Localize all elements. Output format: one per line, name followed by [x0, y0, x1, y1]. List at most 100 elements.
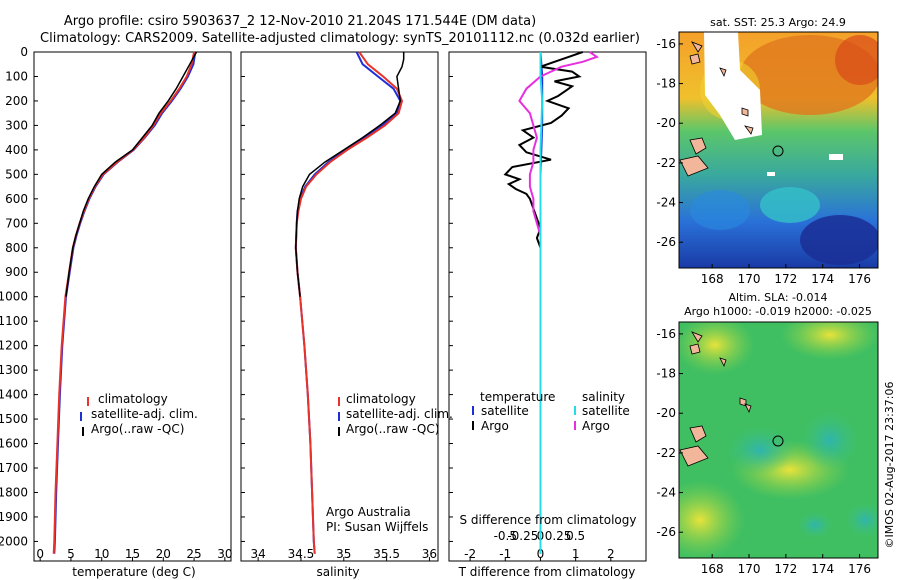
s-diff-tick-label: -0.5: [494, 529, 517, 543]
x-tick-label: 34: [250, 547, 265, 561]
depth-tick-label: 700: [5, 216, 28, 230]
legend-label-s-argo: Argo: [582, 419, 610, 433]
x-tick-label: 10: [94, 547, 109, 561]
series-line: [294, 51, 404, 554]
sst-map-title: sat. SST: 25.3 Argo: 24.9: [710, 16, 846, 29]
map-x-tick-label: 176: [848, 272, 871, 286]
temperature-panel-frame: [33, 51, 232, 562]
map-y-tick-label: -20: [656, 406, 676, 420]
series-line: [503, 51, 584, 249]
sla-vanuatu-islands: [689, 331, 752, 414]
sla-low-patch-se: [797, 511, 833, 539]
sst-map: sat. SST: 25.3 Argo: 24.9 168 170 172 174 17…: [656, 16, 879, 286]
depth-tick-label: 1100: [0, 314, 28, 328]
map-y-tick-label: -22: [656, 446, 676, 460]
depth-tick-label: 1800: [0, 485, 28, 499]
s-diff-tick-label: -0.25: [507, 529, 538, 543]
sst-new-caledonia: [679, 137, 709, 177]
depth-tick-label: 600: [5, 192, 28, 206]
sla-map-frame: [678, 321, 879, 559]
sla-high-patch-ne: [780, 322, 878, 360]
sst-argo-marker: [772, 145, 784, 157]
map-y-tick-label: -22: [656, 156, 676, 170]
legend-label-satellite: satellite-adj. clim.: [346, 407, 453, 421]
temperature-plot: 0 5 10 15 20 25 30: [36, 51, 232, 561]
x-tick-label: 15: [125, 547, 140, 561]
sla-map-title: Altim. SLA: -0.014: [728, 291, 827, 304]
sla-new-caledonia: [679, 425, 709, 467]
map-y-tick-label: -16: [656, 37, 676, 51]
depth-tick-label: 500: [5, 167, 28, 181]
temperature-legend: climatology satellite-adj. clim. Argo(..…: [80, 392, 198, 436]
map-x-tick-label: 176: [848, 562, 871, 576]
map-y-tick-label: -24: [656, 196, 676, 210]
depth-tick-label: 200: [5, 94, 28, 108]
legend-header-salinity: salinity: [582, 390, 625, 404]
difference-plot: -2 -1 0 1 2-0.5-0.250 0.250.5: [464, 51, 615, 561]
figure-title-line1: Argo profile: csiro 5903637_2 12-Nov-201…: [64, 14, 536, 29]
series-line: [295, 52, 405, 297]
x-tick-label: 30: [217, 547, 232, 561]
sla-map-ticks: 168 170 172 174 176 -16 -18 -20 -22 -24 -26: [656, 327, 871, 576]
legend-label-argo: Argo(..raw -QC): [346, 422, 439, 436]
map-y-tick-label: -18: [656, 367, 676, 381]
legend-label-satellite: satellite-adj. clim.: [91, 407, 198, 421]
depth-tick-label: 0: [20, 45, 28, 59]
map-x-tick-label: 168: [701, 272, 724, 286]
s-diff-tick-label: 0.5: [566, 529, 585, 543]
x-tick-label: 34.5: [288, 547, 315, 561]
sla-low-patch-e: [800, 410, 860, 470]
sst-cyan-patch: [760, 187, 820, 223]
series-line: [539, 52, 544, 554]
salinity-plot: 34 34.5 35 35.5 36: [250, 51, 437, 561]
legend-label-t-argo: Argo: [481, 419, 509, 433]
sst-warm-core: [835, 35, 878, 85]
difference-x-label: T difference from climatology: [458, 565, 636, 579]
map-x-tick-label: 170: [738, 562, 761, 576]
depth-tick-label: 1300: [0, 363, 28, 377]
legend-label-climatology: climatology: [98, 392, 168, 406]
depth-tick-label: 300: [5, 118, 28, 132]
x-tick-label: 20: [156, 547, 171, 561]
sst-blue-patch: [690, 190, 750, 230]
legend-label-argo: Argo(..raw -QC): [91, 422, 184, 436]
series-line: [518, 51, 599, 297]
map-x-tick-label: 172: [774, 562, 797, 576]
sla-low-patch: [725, 425, 795, 475]
salinity-x-label: salinity: [316, 565, 359, 579]
x-tick-label: -1: [499, 547, 511, 561]
difference-panel-frame: [448, 51, 647, 562]
difference-top-x-label: S difference from climatology: [460, 513, 637, 527]
temperature-x-label: temperature (deg C): [72, 565, 195, 579]
x-tick-label: 35: [336, 547, 351, 561]
depth-axis-ticks: [34, 51, 453, 542]
x-tick-label: 1: [572, 547, 580, 561]
sst-map-frame: [678, 31, 879, 269]
sst-vanuatu-islands: [689, 41, 754, 135]
x-tick-label: 35.5: [373, 547, 400, 561]
map-y-tick-label: -26: [656, 525, 676, 539]
map-x-tick-label: 168: [701, 562, 724, 576]
series-line: [53, 51, 197, 554]
depth-tick-label: 1400: [0, 388, 28, 402]
map-x-tick-label: 174: [811, 272, 834, 286]
depth-tick-label: 900: [5, 265, 28, 279]
map-y-tick-label: -26: [656, 235, 676, 249]
sla-map-subtitle: Argo h1000: -0.019 h2000: -0.025: [684, 305, 872, 318]
depth-tick-label: 1500: [0, 412, 28, 426]
depth-tick-label: 1200: [0, 339, 28, 353]
legend-header-temperature: temperature: [480, 390, 555, 404]
map-y-tick-label: -16: [656, 327, 676, 341]
x-tick-label: 2: [607, 547, 615, 561]
depth-tick-label: 100: [5, 69, 28, 83]
depth-tick-label: 1900: [0, 510, 28, 524]
depth-tick-label: 1700: [0, 461, 28, 475]
x-tick-label: 0: [537, 547, 545, 561]
depth-tick-label: 2000: [0, 534, 28, 548]
annotation-pi: PI: Susan Wijffels: [326, 520, 428, 534]
sst-cloud-mask-small: [829, 154, 843, 160]
figure-title-line2: Climatology: CARS2009. Satellite-adjuste…: [40, 31, 640, 46]
annotation-argo-australia: Argo Australia: [326, 505, 411, 519]
depth-axis: 0 100 200 300 400 500 600 700 800 900 1000 1100 1200…: [0, 45, 28, 548]
s-diff-tick-label: 0.25: [545, 529, 572, 543]
